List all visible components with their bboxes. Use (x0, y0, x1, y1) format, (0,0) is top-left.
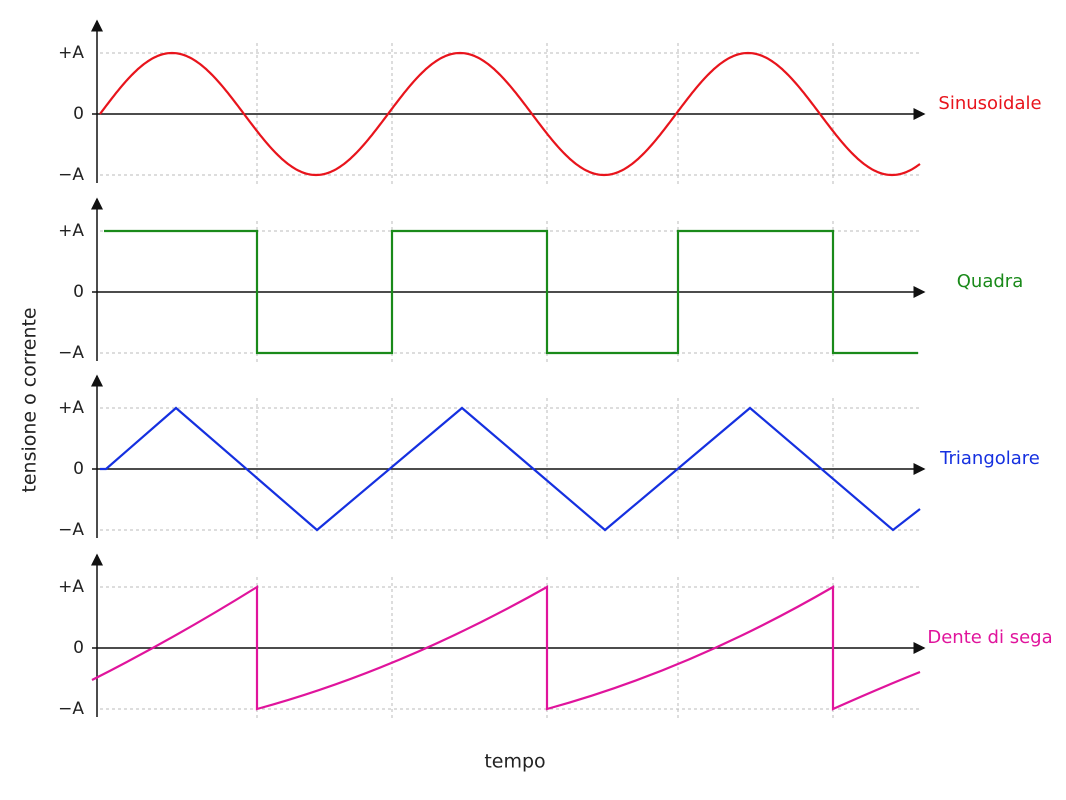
waveform-label: Quadra (957, 271, 1023, 292)
y-axis-label: tensione o corrente (19, 307, 41, 492)
y-tick-label: 0 (73, 459, 84, 479)
y-tick-label: +A (58, 43, 84, 63)
y-tick-label: +A (58, 398, 84, 418)
waveform-label: Sinusoidale (938, 93, 1041, 114)
y-tick-label: −A (58, 165, 84, 185)
waveform-label: Dente di sega (927, 627, 1052, 648)
waveform (104, 229, 918, 355)
x-axis-label: tempo (484, 751, 545, 773)
waveform (91, 585, 921, 711)
y-tick-label: −A (58, 699, 84, 719)
y-tick-label: 0 (73, 638, 84, 658)
y-tick-label: +A (58, 221, 84, 241)
y-tick-label: 0 (73, 104, 84, 124)
y-tick-label: −A (58, 520, 84, 540)
y-tick-label: +A (58, 577, 84, 597)
y-tick-label: 0 (73, 282, 84, 302)
waveform (99, 51, 921, 177)
waveform (100, 406, 921, 532)
waveform-label: Triangolare (939, 448, 1040, 469)
y-tick-label: −A (58, 343, 84, 363)
